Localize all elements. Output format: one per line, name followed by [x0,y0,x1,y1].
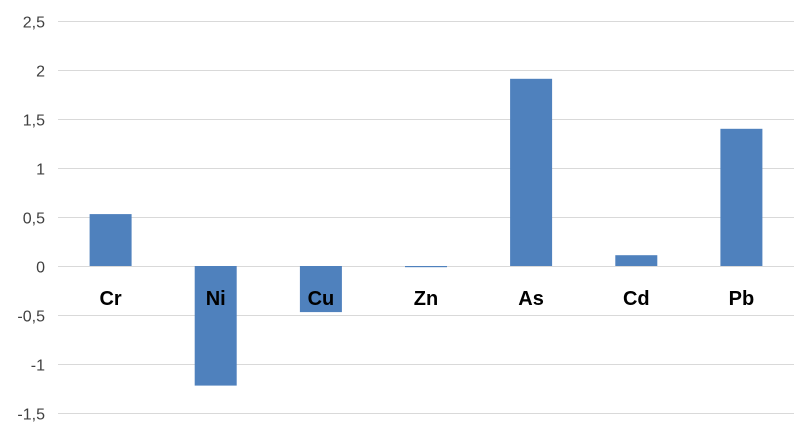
y-tick-label: 1 [36,162,45,179]
bar-as [510,78,553,266]
y-tick-label: -1 [31,358,45,375]
y-tick-label: 2,5 [23,15,45,32]
category-label-pb: Pb [729,288,755,310]
y-tick-label: 1,5 [23,113,45,130]
y-tick-label: 0,5 [23,211,45,228]
y-tick-label: -1,5 [17,407,45,423]
bar-zn [405,266,447,268]
gridlines [58,21,794,414]
y-axis-tick-labels: 2,5 2 1,5 1 0,5 0 -0,5 -1 -1,5 [17,15,45,423]
category-label-cd: Cd [623,288,650,310]
category-label-ni: Ni [206,288,226,310]
y-tick-label: -0,5 [17,309,45,326]
category-labels: Cr Ni Cu Zn As Cd Pb [99,288,754,310]
bar-cd [615,255,658,266]
category-label-zn: Zn [414,288,438,310]
bars [89,78,763,386]
bar-cu [299,266,342,313]
y-tick-label: 0 [36,260,45,277]
bar-ni [194,266,237,386]
category-label-cu: Cu [308,288,335,310]
bar-cr [89,214,132,266]
category-label-as: As [518,288,544,310]
category-label-cr: Cr [99,288,121,310]
y-tick-label: 2 [36,64,45,81]
bar-pb [720,128,763,266]
